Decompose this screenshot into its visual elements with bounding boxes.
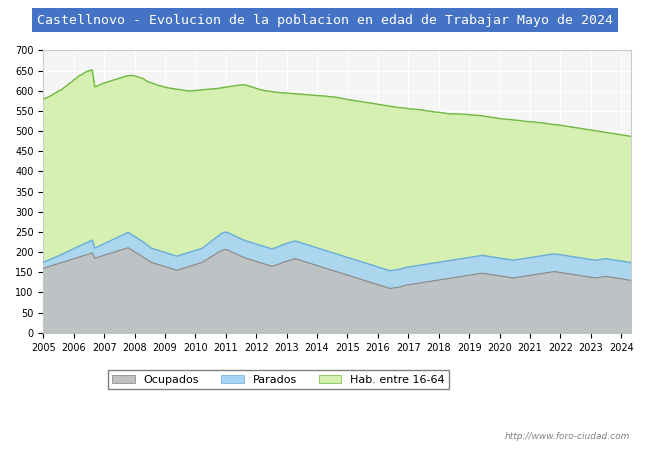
- Text: http://www.foro-ciudad.com: http://www.foro-ciudad.com: [505, 432, 630, 441]
- Legend: Ocupados, Parados, Hab. entre 16-64: Ocupados, Parados, Hab. entre 16-64: [108, 370, 449, 389]
- Text: Castellnovo - Evolucion de la poblacion en edad de Trabajar Mayo de 2024: Castellnovo - Evolucion de la poblacion …: [37, 14, 613, 27]
